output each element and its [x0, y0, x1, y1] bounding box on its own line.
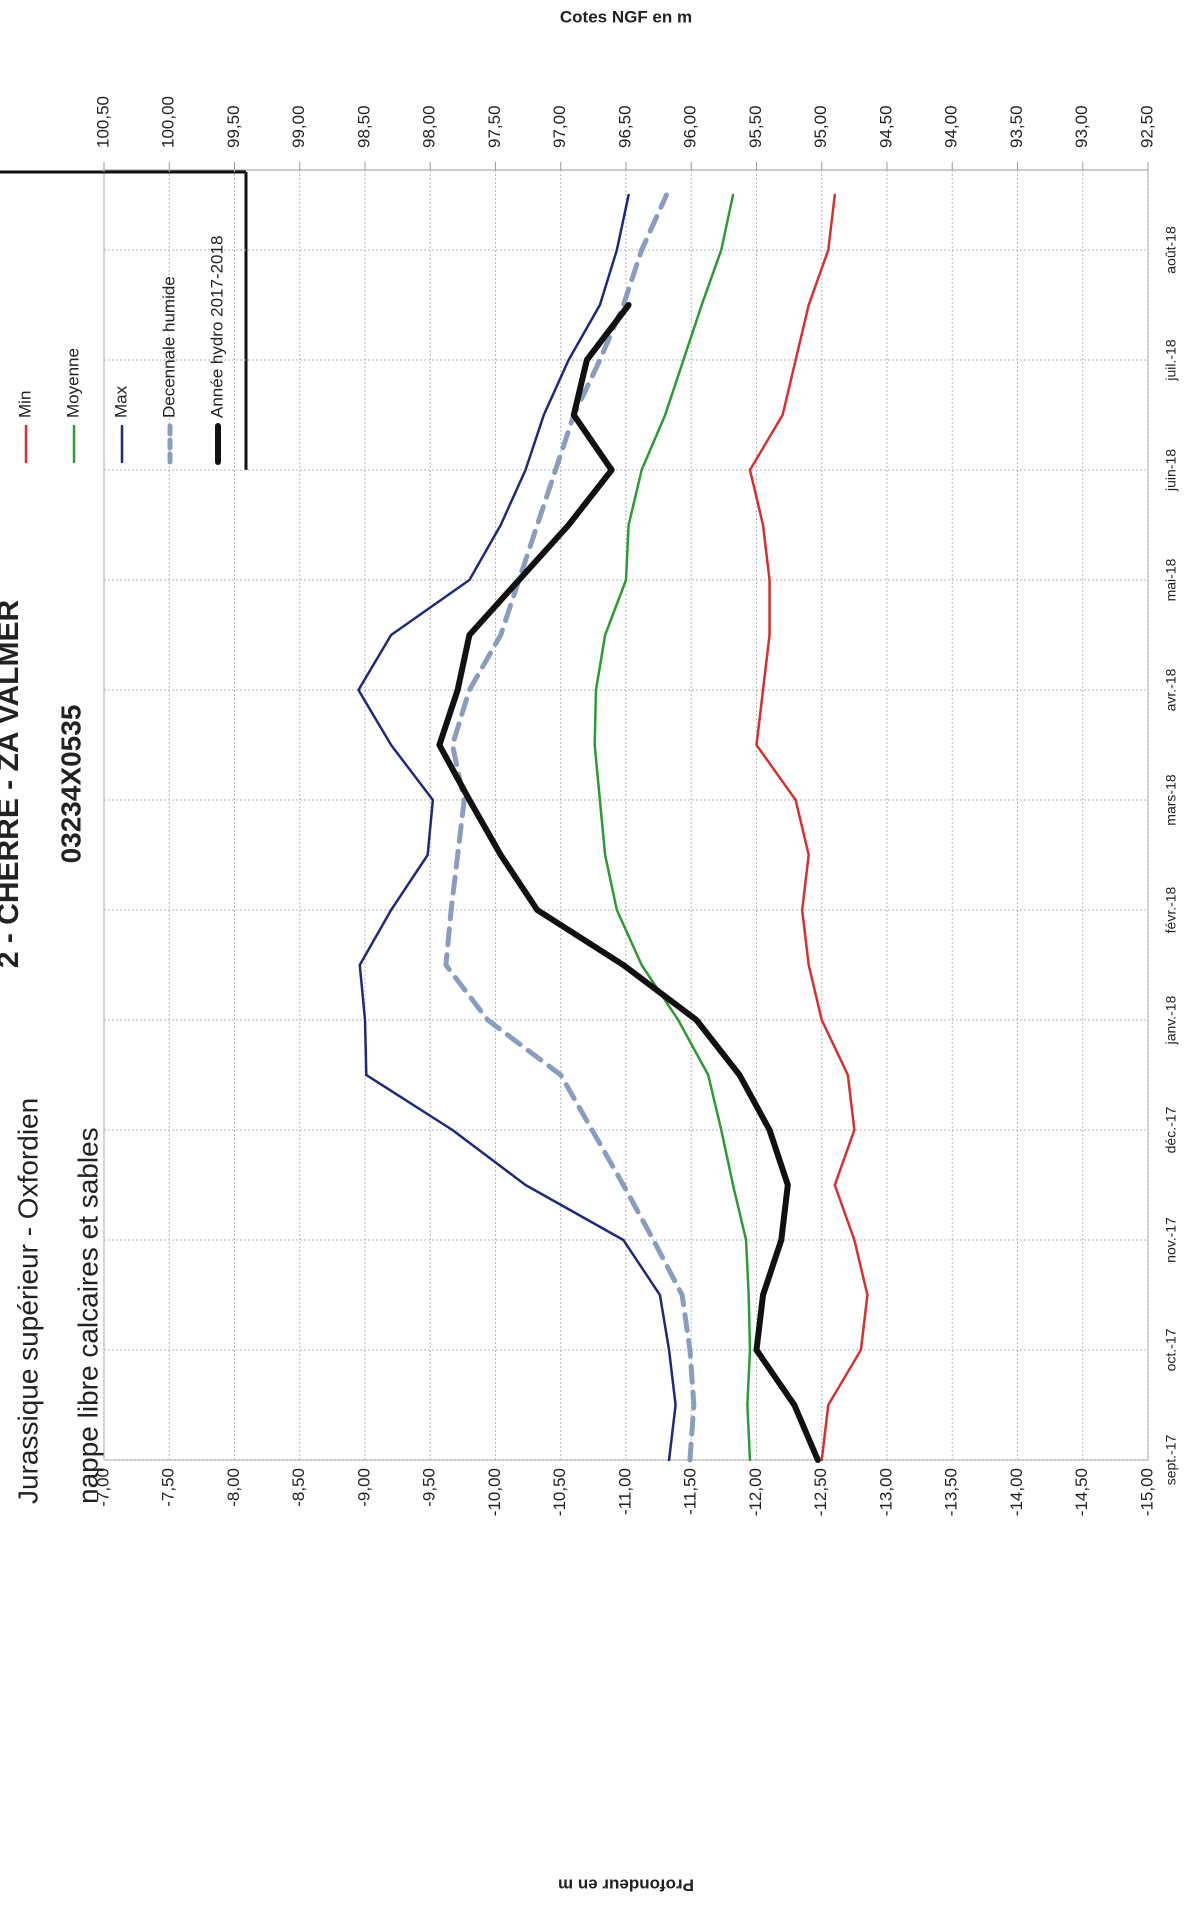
y2-tick-label: 95,00	[811, 105, 830, 148]
y-tick-label: -10,00	[485, 1468, 504, 1516]
y2-tick-label: 99,00	[289, 105, 308, 148]
y2-tick-label: 98,50	[354, 105, 373, 148]
y2-tick-label: 96,00	[681, 105, 700, 148]
x-tick-label: oct.-17	[1163, 1328, 1179, 1371]
annotation: Jurassique supérieur - Oxfordien	[12, 1098, 43, 1504]
y-tick-label: -12,00	[746, 1468, 765, 1516]
y-tick-label: -8,50	[289, 1468, 308, 1507]
y-tick-label: -13,50	[942, 1468, 961, 1516]
x-tick-label: mars-18	[1163, 774, 1179, 826]
series-line	[357, 193, 677, 1462]
x-tick-label: juin-18	[1163, 449, 1179, 492]
y-tick-label: -12,50	[811, 1468, 830, 1516]
legend-label: Année hydro 2017-2018	[207, 236, 226, 418]
y2-tick-label: 100,00	[159, 96, 178, 148]
x-tick-label: juil.-18	[1163, 339, 1179, 381]
y-tick-label: -11,00	[615, 1468, 634, 1515]
x-tick-label: févr.-18	[1163, 886, 1179, 933]
y-tick-label: -9,50	[420, 1468, 439, 1507]
legend-label: Max	[111, 385, 130, 418]
annotation: nappe libre calcaires et sables	[72, 1127, 103, 1504]
y-tick-label: -11,50	[681, 1468, 700, 1515]
y2-tick-label: 96,50	[615, 105, 634, 148]
y2-tick-label: 98,00	[420, 105, 439, 148]
y-tick-label: -14,00	[1007, 1468, 1026, 1516]
series-line	[748, 193, 869, 1462]
y2-tick-label: 97,50	[485, 105, 504, 148]
y2-tick-label: 93,50	[1007, 105, 1026, 148]
series-line	[436, 302, 821, 1463]
y-tick-label: -7,50	[159, 1468, 178, 1507]
x-tick-label: nov.-17	[1163, 1217, 1179, 1263]
y-tick-label: -15,00	[1137, 1468, 1156, 1516]
y2-tick-label: 95,50	[746, 105, 765, 148]
y-tick-label: -8,00	[224, 1468, 243, 1507]
chart-subtitle: 03234X0535	[55, 705, 86, 864]
series-line	[593, 193, 752, 1462]
y2-tick-label: 97,00	[550, 105, 569, 148]
rotated-chart: 2 - CHERRE - ZA VALMER 03234X0535 Jurass…	[0, 7, 1179, 1895]
chart-title: 2 - CHERRE - ZA VALMER	[0, 600, 25, 969]
y-tick-label: -14,50	[1072, 1468, 1091, 1516]
x-tick-label: avr.-18	[1163, 668, 1179, 711]
x-tick-label: sept.-17	[1163, 1434, 1179, 1485]
y2-tick-label: 94,00	[942, 105, 961, 148]
y-axis-title: Profondeur en m	[558, 1876, 694, 1895]
series-line	[443, 192, 697, 1463]
y2-axis-title: Cotes NGF en m	[560, 7, 692, 26]
y2-tick-label: 92,50	[1137, 105, 1156, 148]
legend-label: Min	[15, 391, 34, 418]
y-tick-label: -10,50	[550, 1468, 569, 1516]
y2-tick-label: 99,50	[224, 105, 243, 148]
y-tick-label: -7,00	[93, 1468, 112, 1507]
x-tick-label: mai-18	[1163, 558, 1179, 601]
y2-tick-label: 100,50	[93, 96, 112, 148]
legend-label: Decennale humide	[159, 276, 178, 418]
x-tick-label: déc.-17	[1163, 1106, 1179, 1153]
x-tick-label: août-18	[1163, 226, 1179, 274]
y-tick-label: -9,00	[354, 1468, 373, 1507]
legend-label: Moyenne	[63, 348, 82, 418]
y2-tick-label: 93,00	[1072, 105, 1091, 148]
x-tick-label: janv.-18	[1163, 995, 1179, 1045]
y2-tick-label: 94,50	[876, 105, 895, 148]
y-tick-label: -13,00	[876, 1468, 895, 1516]
